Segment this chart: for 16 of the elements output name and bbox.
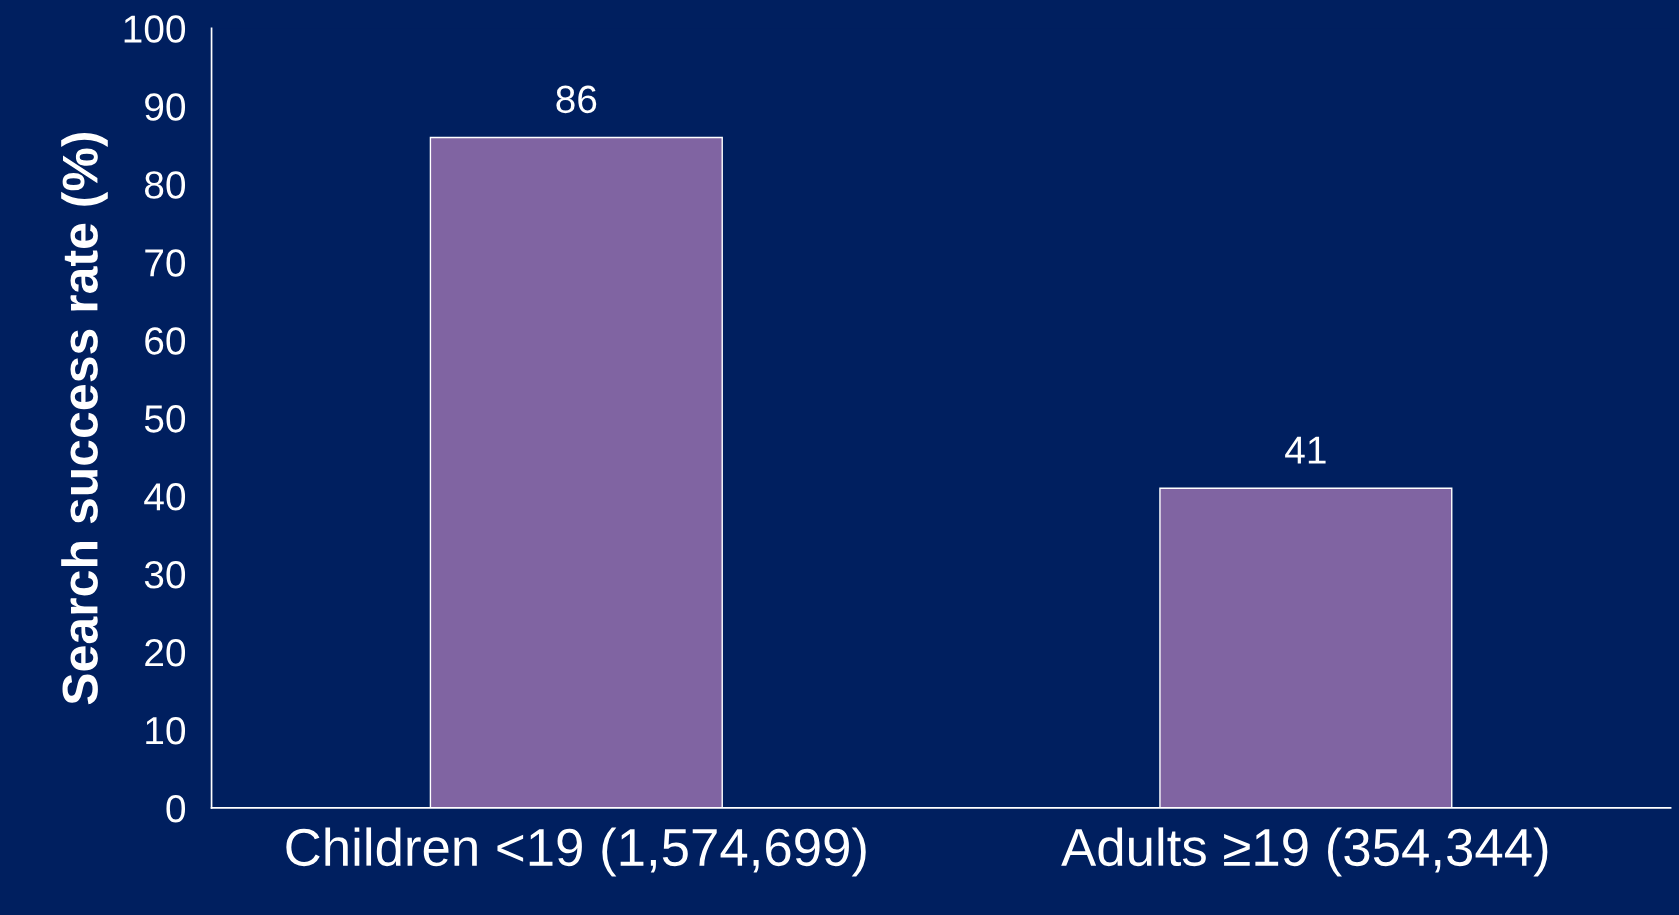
y-tick-label: 60 xyxy=(145,327,186,355)
y-tick-label: 80 xyxy=(144,171,186,199)
data-label: 86 xyxy=(556,85,597,114)
y-tick-label: 30 xyxy=(144,561,186,589)
y-tick-label: 70 xyxy=(145,249,186,277)
y-tick-label: 20 xyxy=(145,638,186,667)
data-label: 41 xyxy=(1285,436,1326,464)
y-tick-label: 40 xyxy=(144,483,186,511)
y-tick-label: 10 xyxy=(146,716,186,745)
y-tick-label: 50 xyxy=(144,405,186,433)
x-tick-label: Children <19 (1,574,699) xyxy=(286,827,866,877)
y-tick-label: 100 xyxy=(124,15,186,43)
x-tick-label: Adults ≥19 (354,344) xyxy=(1061,827,1548,877)
y-tick-label: 0 xyxy=(166,794,186,823)
y-axis-title: Search success rate (%) xyxy=(61,132,108,705)
y-tick-label: 90 xyxy=(145,93,186,121)
